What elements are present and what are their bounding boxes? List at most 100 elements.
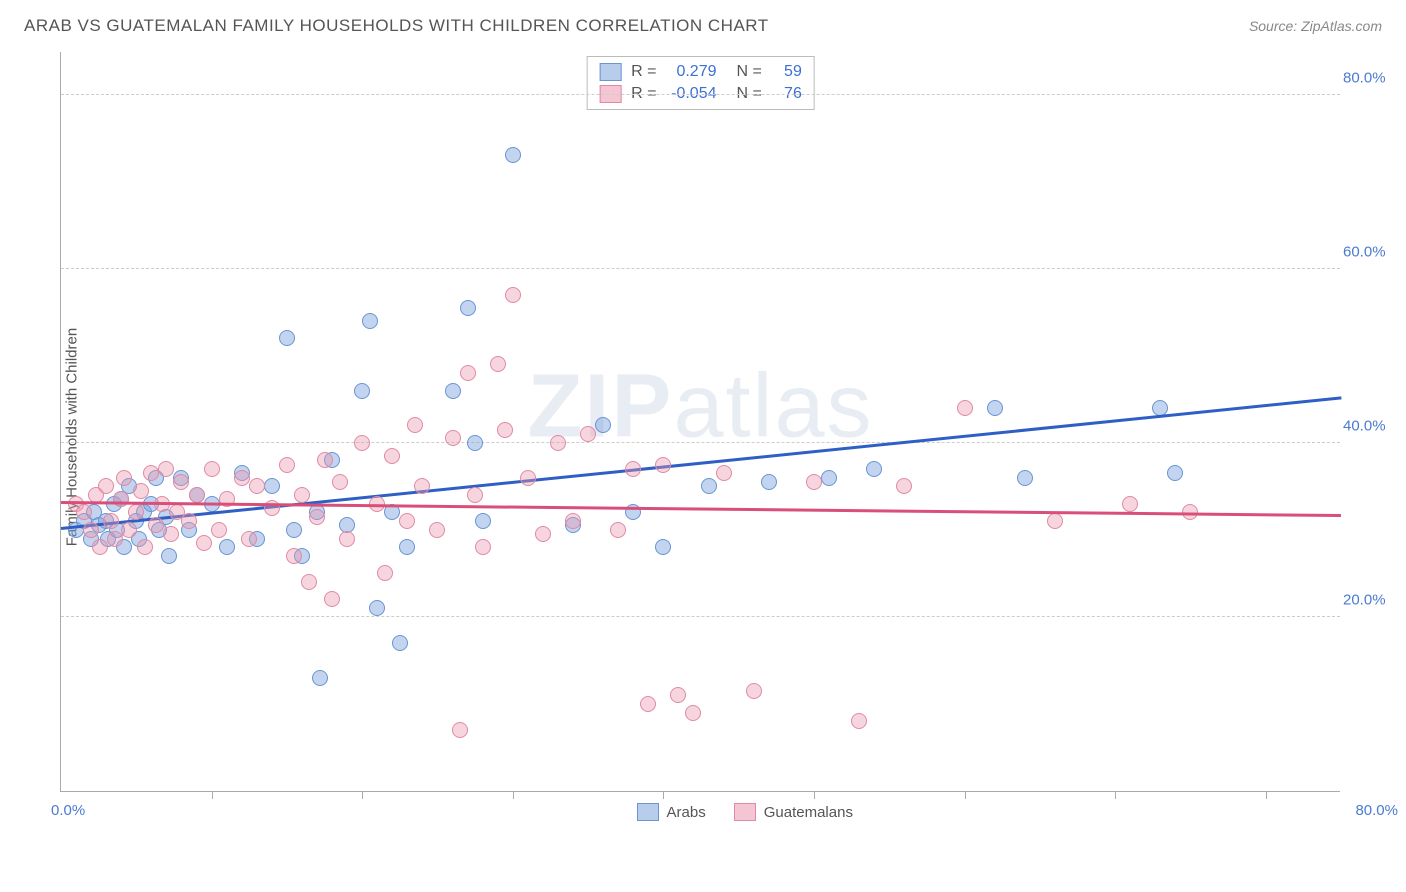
scatter-point	[332, 474, 348, 490]
scatter-point	[137, 539, 153, 555]
scatter-point	[264, 478, 280, 494]
scatter-point	[241, 531, 257, 547]
scatter-point	[701, 478, 717, 494]
scatter-point	[219, 539, 235, 555]
x-tick	[212, 791, 213, 799]
scatter-point	[384, 448, 400, 464]
r-value: 0.279	[667, 63, 717, 81]
scatter-point	[490, 356, 506, 372]
legend-item: Guatemalans	[734, 803, 853, 821]
scatter-point	[1122, 496, 1138, 512]
x-tick	[814, 791, 815, 799]
scatter-point	[746, 683, 762, 699]
legend-item: Arabs	[637, 803, 706, 821]
scatter-point	[354, 435, 370, 451]
scatter-point	[301, 574, 317, 590]
scatter-point	[655, 457, 671, 473]
scatter-point	[339, 531, 355, 547]
scatter-point	[369, 600, 385, 616]
legend: Arabs Guatemalans	[637, 803, 853, 821]
scatter-point	[505, 287, 521, 303]
scatter-point	[204, 461, 220, 477]
scatter-point	[896, 478, 912, 494]
gridline-horizontal	[61, 268, 1340, 269]
scatter-point	[655, 539, 671, 555]
scatter-point	[133, 483, 149, 499]
scatter-point	[161, 548, 177, 564]
scatter-point	[121, 522, 137, 538]
gridline-horizontal	[61, 94, 1340, 95]
series-swatch-icon	[599, 63, 621, 81]
x-axis-origin-label: 0.0%	[51, 802, 85, 819]
scatter-point	[377, 565, 393, 581]
scatter-point	[460, 365, 476, 381]
chart-container: Family Households with Children ZIPatlas…	[60, 52, 1380, 822]
x-axis-max-label: 80.0%	[1355, 802, 1398, 819]
scatter-point	[806, 474, 822, 490]
scatter-point	[580, 426, 596, 442]
scatter-point	[294, 487, 310, 503]
y-tick-label: 80.0%	[1343, 69, 1398, 86]
stats-row: R =0.279N =59	[599, 61, 802, 83]
scatter-point	[279, 457, 295, 473]
x-tick	[1266, 791, 1267, 799]
scatter-point	[196, 535, 212, 551]
scatter-point	[143, 465, 159, 481]
y-tick-label: 40.0%	[1343, 417, 1398, 434]
y-tick-label: 20.0%	[1343, 591, 1398, 608]
scatter-point	[309, 509, 325, 525]
gridline-horizontal	[61, 616, 1340, 617]
scatter-point	[399, 513, 415, 529]
legend-label: Guatemalans	[764, 804, 853, 821]
scatter-point	[535, 526, 551, 542]
scatter-point	[148, 517, 164, 533]
scatter-point	[173, 474, 189, 490]
scatter-point	[324, 591, 340, 607]
chart-title: ARAB VS GUATEMALAN FAMILY HOUSEHOLDS WIT…	[24, 16, 769, 36]
scatter-point	[158, 461, 174, 477]
scatter-point	[520, 470, 536, 486]
scatter-point	[163, 526, 179, 542]
scatter-point	[399, 539, 415, 555]
scatter-point	[445, 383, 461, 399]
scatter-point	[987, 400, 1003, 416]
scatter-point	[407, 417, 423, 433]
r-label: R =	[631, 63, 656, 81]
scatter-point	[851, 713, 867, 729]
scatter-point	[467, 435, 483, 451]
x-tick	[362, 791, 363, 799]
scatter-point	[445, 430, 461, 446]
scatter-point	[234, 470, 250, 486]
scatter-point	[354, 383, 370, 399]
legend-swatch-icon	[734, 803, 756, 821]
scatter-point	[475, 513, 491, 529]
scatter-point	[550, 435, 566, 451]
scatter-point	[128, 504, 144, 520]
scatter-point	[670, 687, 686, 703]
watermark: ZIPatlas	[527, 355, 873, 458]
x-tick	[1115, 791, 1116, 799]
scatter-point	[92, 539, 108, 555]
scatter-point	[685, 705, 701, 721]
scatter-point	[610, 522, 626, 538]
scatter-point	[286, 548, 302, 564]
n-label: N =	[737, 63, 762, 81]
scatter-point	[181, 513, 197, 529]
x-tick	[965, 791, 966, 799]
scatter-point	[467, 487, 483, 503]
scatter-point	[286, 522, 302, 538]
scatter-point	[76, 504, 92, 520]
scatter-point	[317, 452, 333, 468]
scatter-point	[189, 487, 205, 503]
scatter-point	[452, 722, 468, 738]
x-tick	[513, 791, 514, 799]
legend-label: Arabs	[667, 804, 706, 821]
scatter-point	[83, 522, 99, 538]
scatter-point	[279, 330, 295, 346]
scatter-point	[113, 491, 129, 507]
gridline-horizontal	[61, 442, 1340, 443]
scatter-point	[957, 400, 973, 416]
source-label: Source: ZipAtlas.com	[1249, 18, 1382, 34]
scatter-point	[565, 513, 581, 529]
scatter-point	[362, 313, 378, 329]
